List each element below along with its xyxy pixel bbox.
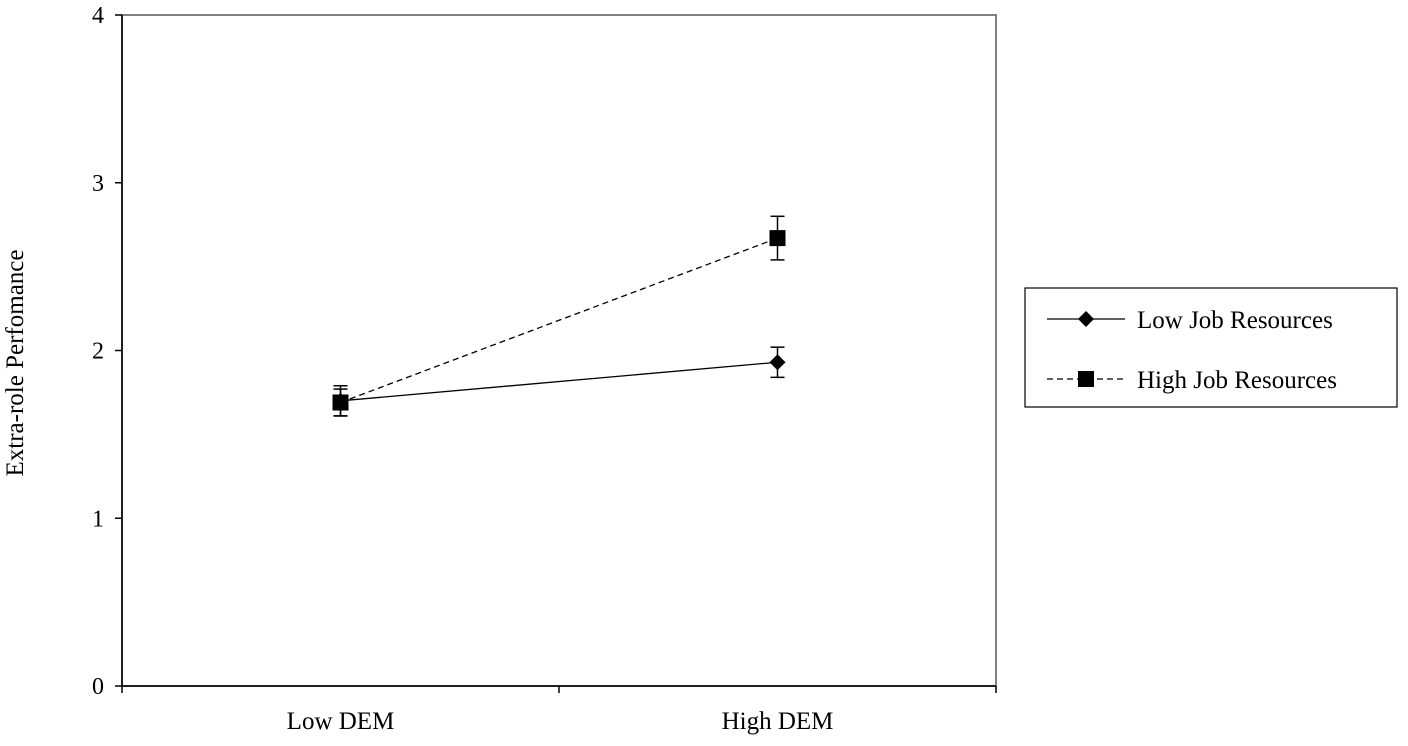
- x-category-label: Low DEM: [287, 708, 395, 735]
- square-marker: [332, 394, 349, 411]
- y-tick-label: 1: [92, 506, 104, 532]
- y-axis-title: Extra-role Perfomance: [2, 250, 29, 477]
- legend-box: [1024, 287, 1398, 408]
- diamond-marker: [769, 354, 786, 371]
- legend: Low Job Resources High Job Resources: [1024, 287, 1398, 408]
- plot-frame: [121, 14, 997, 687]
- y-tick-label: 2: [92, 339, 104, 365]
- series-2: [332, 215, 786, 417]
- series-line: [340, 361, 778, 402]
- square-marker: [769, 230, 786, 247]
- x-category-label: High DEM: [722, 708, 834, 735]
- diamond-marker: [1078, 311, 1094, 327]
- square-marker: [1078, 371, 1094, 387]
- y-tick-label: 4: [92, 3, 104, 29]
- series-1: [332, 346, 786, 417]
- legend-label: Low Job Resources: [1137, 307, 1333, 334]
- y-tick-label: 0: [92, 674, 104, 700]
- plot-area: [121, 14, 997, 687]
- x-axis: Low DEM High DEM: [121, 685, 997, 735]
- series-line: [340, 237, 778, 404]
- y-axis: 0 1 2 3 4: [92, 3, 123, 700]
- series-layer: [332, 215, 786, 417]
- legend-label: High Job Resources: [1137, 367, 1337, 394]
- y-tick-label: 3: [92, 171, 104, 197]
